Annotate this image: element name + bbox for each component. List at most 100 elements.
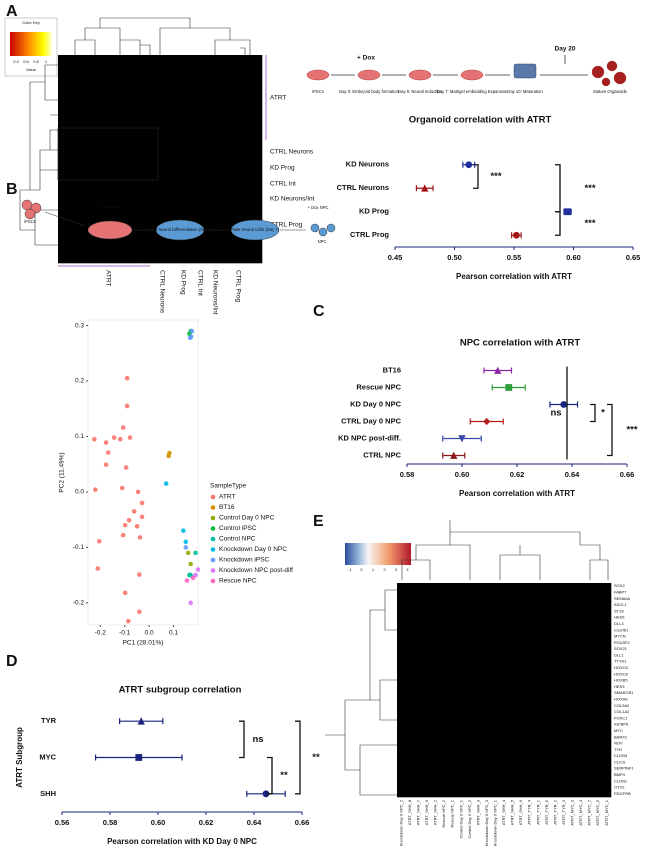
heatmap-cell — [103, 179, 110, 186]
heatmap-cell — [139, 153, 145, 160]
heatmap-cell — [236, 55, 242, 61]
heatmap-cell — [124, 127, 130, 134]
heatmap-cell — [246, 65, 253, 71]
heatmap-cell — [160, 211, 166, 217]
heatmap-cell — [525, 702, 535, 710]
heatmap-cell — [114, 133, 120, 139]
heatmap-cell — [119, 55, 125, 61]
point — [120, 532, 126, 538]
heatmap-cell — [602, 690, 612, 697]
heatmap-cell — [559, 784, 569, 792]
heatmap-cell — [533, 620, 543, 628]
heatmap-cell — [431, 784, 441, 792]
heatmap-cell — [205, 205, 212, 212]
heatmap-cell — [551, 595, 560, 603]
heatmap-cell — [211, 81, 217, 87]
heatmap-cell — [231, 190, 237, 196]
heatmap-cell — [165, 211, 171, 217]
heatmap-cell — [533, 727, 543, 735]
heatmap-cell — [499, 746, 509, 754]
heatmap-cell — [431, 633, 441, 640]
heatmap-cell — [448, 721, 458, 729]
heatmap-cell — [474, 771, 483, 779]
heatmap-cell — [119, 101, 125, 108]
heatmap-cell — [482, 715, 492, 722]
heatmap-cell — [439, 658, 449, 666]
heatmap-cell — [124, 185, 130, 191]
heatmap-cell — [190, 101, 196, 108]
heatmap-cell — [93, 185, 100, 191]
heatmap-cell — [602, 708, 612, 716]
heatmap-cell — [170, 195, 176, 201]
heatmap-cell — [216, 70, 222, 77]
heatmap-cell — [251, 185, 258, 191]
heatmap-cell — [231, 211, 237, 217]
sample-label: Knockdown Day 0 NPC_3 — [484, 799, 489, 846]
y-axis-label: PC2 (11.49%) — [59, 452, 66, 492]
x-tick-label: 0.62 — [199, 818, 214, 827]
heatmap-cell — [593, 595, 603, 603]
heatmap-cell — [542, 740, 552, 747]
heatmap-cell — [129, 153, 135, 160]
heatmap-cell — [109, 185, 115, 191]
gene-label: ASCL1 — [614, 602, 627, 607]
heatmap-cell — [175, 133, 181, 139]
heatmap-cell — [175, 101, 181, 108]
heatmap-cell — [216, 252, 222, 259]
heatmap-cell — [78, 70, 84, 77]
sample-label: Knockdown Day 0 NPC_2 — [398, 799, 403, 846]
heatmap-cell — [109, 179, 115, 186]
heatmap-cell — [559, 633, 569, 640]
heatmap-cell — [256, 81, 263, 87]
heatmap-cell — [216, 153, 222, 160]
heatmap-cell — [397, 721, 406, 729]
heatmap-cell — [83, 169, 89, 175]
heatmap-cell — [397, 645, 406, 653]
heatmap-cell — [585, 683, 595, 691]
heatmap-cell — [559, 671, 569, 678]
heatmap-cell — [73, 252, 79, 259]
heatmap-cell — [397, 696, 406, 703]
heatmap-cell — [231, 242, 237, 248]
heatmap-cell — [525, 627, 535, 634]
heatmap-cell — [516, 778, 526, 785]
heatmap-cell — [88, 211, 94, 217]
heatmap-cell — [231, 164, 237, 170]
heatmap-cell — [103, 138, 110, 144]
heatmap-cell — [499, 759, 509, 766]
heatmap-cell — [139, 200, 145, 207]
heatmap-cell — [154, 211, 161, 217]
heatmap-cell — [491, 595, 501, 603]
heatmap-cell — [119, 159, 125, 165]
heatmap-cell — [160, 169, 166, 175]
heatmap-cell — [68, 117, 74, 123]
heatmap-cell — [246, 133, 253, 139]
heatmap-cell — [180, 195, 186, 201]
panel-label: D — [6, 653, 18, 670]
heatmap-cell — [456, 664, 466, 672]
heatmap-cell — [474, 639, 483, 647]
heatmap-cell — [448, 639, 458, 647]
heatmap-cell — [165, 185, 171, 191]
heatmap-cell — [474, 677, 483, 685]
heatmap-cell — [195, 86, 202, 92]
heatmap-cell — [482, 683, 492, 691]
heatmap-cell — [149, 107, 156, 113]
heatmap-cell — [78, 159, 84, 165]
heatmap-cell — [114, 247, 120, 253]
heatmap-cell — [474, 614, 483, 622]
heatmap-cell — [180, 138, 186, 144]
heatmap-cell — [542, 595, 552, 603]
heatmap-cell — [58, 195, 64, 201]
heatmap-cell — [154, 107, 161, 113]
heatmap-cell — [448, 620, 458, 628]
heatmap-cell — [165, 200, 171, 207]
step-label: + Dox Day 0 — [98, 204, 122, 209]
heatmap-cell — [256, 107, 263, 113]
heatmap-cell — [593, 633, 603, 640]
heatmap-cell — [525, 759, 535, 766]
key-tick-label: 0.4 — [13, 59, 19, 64]
sample-label: ATRT_SHH_8 — [407, 799, 412, 825]
legend-title: SampleType — [210, 483, 247, 490]
heatmap-cell — [397, 746, 406, 754]
